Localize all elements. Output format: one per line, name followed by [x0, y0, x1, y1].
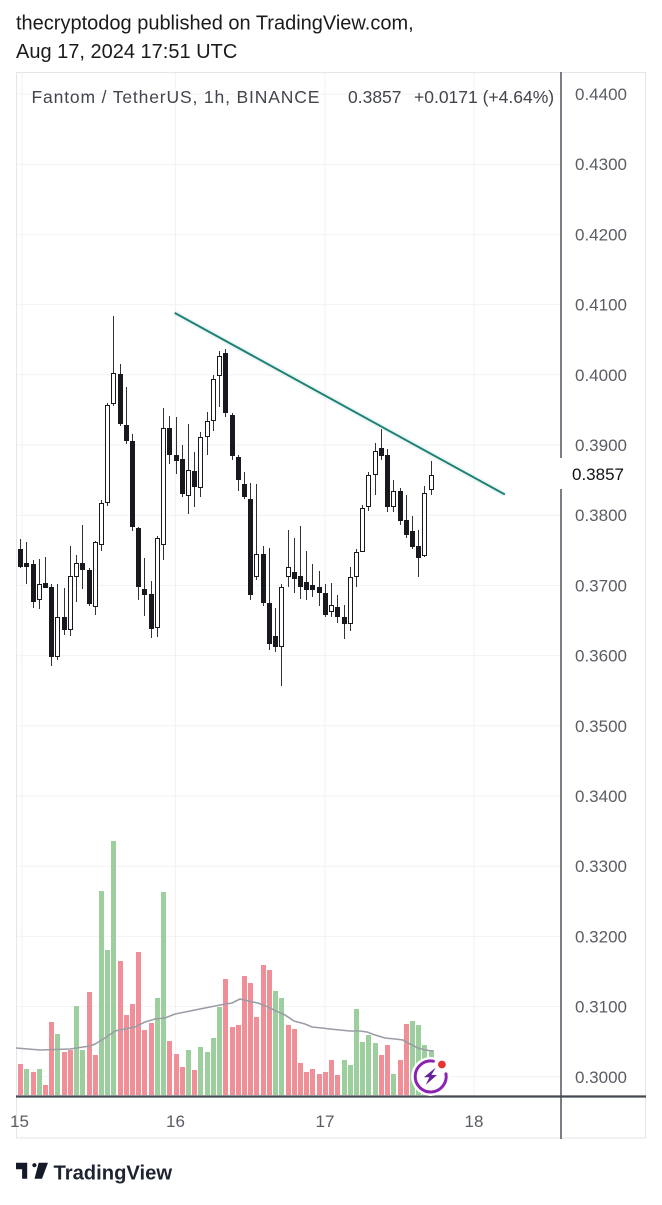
svg-text:16: 16 — [166, 1112, 185, 1131]
svg-text:TradingView: TradingView — [54, 1163, 173, 1185]
svg-text:0.3200: 0.3200 — [575, 927, 627, 946]
svg-text:Aug 17, 2024 17:51 UTC: Aug 17, 2024 17:51 UTC — [16, 41, 237, 63]
svg-text:18: 18 — [465, 1112, 484, 1131]
svg-text:0.3300: 0.3300 — [575, 857, 627, 876]
svg-text:15: 15 — [10, 1112, 29, 1131]
svg-text:0.3100: 0.3100 — [575, 998, 627, 1017]
svg-text:0.3000: 0.3000 — [575, 1068, 627, 1087]
svg-text:0.3500: 0.3500 — [575, 717, 627, 736]
svg-text:0.4100: 0.4100 — [575, 296, 627, 315]
svg-text:17: 17 — [316, 1112, 335, 1131]
svg-text:+0.0171 (+4.64%): +0.0171 (+4.64%) — [414, 87, 554, 107]
svg-text:Fantom / TetherUS, 1h, BINANCE: Fantom / TetherUS, 1h, BINANCE — [32, 87, 321, 107]
svg-text:0.4000: 0.4000 — [575, 366, 627, 385]
svg-text:0.3800: 0.3800 — [575, 506, 627, 525]
svg-text:0.3400: 0.3400 — [575, 787, 627, 806]
svg-text:0.3900: 0.3900 — [575, 436, 627, 455]
svg-text:0.3700: 0.3700 — [575, 576, 627, 595]
svg-text:0.3857: 0.3857 — [348, 87, 402, 107]
svg-text:0.4300: 0.4300 — [575, 155, 627, 174]
svg-text:thecryptodog published on Trad: thecryptodog published on TradingView.co… — [16, 13, 414, 35]
svg-text:0.4400: 0.4400 — [575, 85, 627, 104]
svg-text:0.3600: 0.3600 — [575, 647, 627, 666]
svg-text:0.3857: 0.3857 — [572, 465, 624, 484]
svg-text:0.4200: 0.4200 — [575, 225, 627, 244]
